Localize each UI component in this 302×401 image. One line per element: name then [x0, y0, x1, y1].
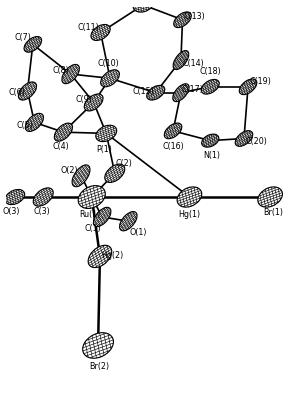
Ellipse shape: [25, 114, 43, 132]
Text: C(16): C(16): [162, 142, 184, 151]
Ellipse shape: [84, 95, 103, 112]
Ellipse shape: [173, 51, 189, 70]
Ellipse shape: [91, 25, 110, 41]
Text: Hg(2): Hg(2): [101, 250, 123, 259]
Ellipse shape: [93, 208, 111, 227]
Text: C(9): C(9): [76, 95, 93, 103]
Ellipse shape: [88, 246, 112, 268]
Text: C(5): C(5): [17, 121, 34, 130]
Ellipse shape: [5, 190, 25, 205]
Text: C(15): C(15): [133, 87, 155, 96]
Text: P(1): P(1): [97, 144, 113, 153]
Text: O(2): O(2): [60, 166, 78, 174]
Text: C(6): C(6): [8, 87, 25, 96]
Text: C(2): C(2): [116, 159, 133, 168]
Ellipse shape: [202, 135, 219, 148]
Text: C(10): C(10): [98, 59, 119, 67]
Ellipse shape: [147, 86, 165, 101]
Ellipse shape: [54, 124, 72, 142]
Text: C(8): C(8): [52, 66, 69, 75]
Ellipse shape: [133, 0, 153, 13]
Ellipse shape: [173, 85, 189, 102]
Ellipse shape: [78, 186, 105, 209]
Ellipse shape: [24, 37, 42, 53]
Ellipse shape: [18, 83, 37, 101]
Ellipse shape: [235, 132, 253, 147]
Text: C(1): C(1): [84, 223, 101, 233]
Text: C(4): C(4): [53, 142, 69, 151]
Ellipse shape: [96, 126, 117, 142]
Ellipse shape: [174, 13, 191, 28]
Text: C(18): C(18): [199, 67, 221, 76]
Text: C(3): C(3): [33, 207, 50, 216]
Text: Hg(1): Hg(1): [178, 209, 201, 218]
Text: C(17): C(17): [181, 85, 203, 94]
Text: C(11): C(11): [78, 22, 99, 32]
Text: O(1): O(1): [130, 228, 147, 237]
Ellipse shape: [62, 65, 79, 85]
Text: Ru(1): Ru(1): [79, 209, 101, 218]
Text: O(3): O(3): [3, 207, 21, 216]
Text: Br(1): Br(1): [263, 208, 283, 217]
Ellipse shape: [120, 212, 137, 231]
Ellipse shape: [83, 333, 114, 358]
Ellipse shape: [33, 188, 53, 207]
Text: C(7): C(7): [14, 33, 31, 42]
Ellipse shape: [239, 80, 257, 95]
Text: C(19): C(19): [250, 77, 271, 86]
Text: C(20): C(20): [245, 137, 267, 146]
Ellipse shape: [164, 124, 182, 140]
Text: C(14): C(14): [182, 59, 204, 67]
Ellipse shape: [258, 187, 282, 208]
Ellipse shape: [105, 165, 125, 183]
Text: N(1): N(1): [203, 150, 220, 159]
Ellipse shape: [72, 166, 90, 187]
Ellipse shape: [201, 80, 219, 95]
Ellipse shape: [177, 187, 202, 208]
Text: C(13): C(13): [184, 12, 205, 21]
Ellipse shape: [101, 71, 119, 87]
Text: Br(2): Br(2): [90, 361, 110, 371]
